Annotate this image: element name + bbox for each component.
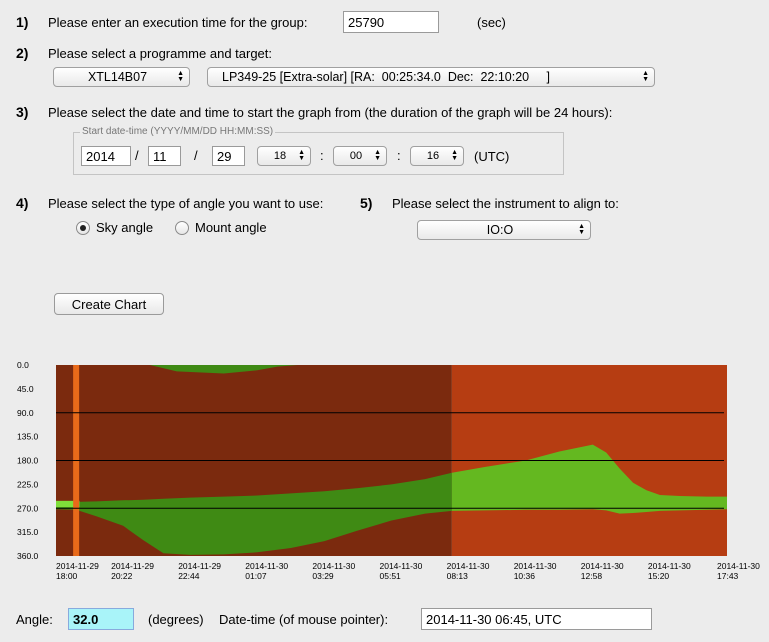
x-tick-date: 2014-11-30 — [514, 561, 557, 571]
x-tick-time: 03:29 — [312, 571, 334, 581]
second-select-value: 16 — [426, 150, 440, 162]
month-input[interactable]: 11 — [148, 146, 181, 166]
angle-chart[interactable]: 0.0 45.0 90.0 135.0 180.0 225.0 270.0 315.0 360.… — [0, 350, 769, 590]
create-chart-button[interactable]: Create Chart — [54, 293, 164, 315]
step3-number: 3) — [16, 104, 29, 120]
execution-time-input[interactable]: 25790 — [343, 11, 439, 33]
start-datetime-group — [73, 132, 564, 175]
x-tick-date: 2014-11-30 — [245, 561, 288, 571]
y-tick-label: 135.0 — [17, 432, 39, 442]
x-tick-time: 17:43 — [717, 571, 739, 581]
time-separator: : — [397, 148, 401, 163]
date-separator: / — [194, 148, 198, 163]
programme-select-value: XTL14B07 — [87, 70, 148, 84]
angle-type-label: Please select the type of angle you want… — [48, 196, 324, 211]
x-tick-date: 2014-11-30 — [447, 561, 490, 571]
sky-angle-label: Sky angle — [96, 220, 154, 235]
step1-number: 1) — [16, 14, 29, 30]
y-tick-label: 0.0 — [17, 360, 29, 370]
select-arrows-icon: ▲ ▼ — [642, 70, 649, 83]
select-arrows-icon: ▲ ▼ — [298, 149, 305, 162]
x-tick-time: 08:13 — [447, 571, 469, 581]
sky-angle-radio[interactable]: Sky angle — [76, 220, 153, 235]
date-separator: / — [135, 148, 139, 163]
main-allowed-band-day — [451, 444, 727, 514]
current-angle-highlight — [56, 500, 80, 508]
x-tick-time: 15:20 — [648, 571, 670, 581]
step4-number: 4) — [16, 195, 29, 211]
x-tick-date: 2014-11-30 — [312, 561, 355, 571]
y-tick-label: 360.0 — [17, 551, 39, 561]
mount-angle-label: Mount angle — [195, 220, 267, 235]
mouse-datetime-field[interactable]: 2014-11-30 06:45, UTC — [421, 608, 652, 630]
year-input[interactable]: 2014 — [81, 146, 131, 166]
select-arrows-icon: ▲ ▼ — [177, 70, 184, 83]
main-allowed-band-night — [56, 472, 452, 555]
timezone-label: (UTC) — [474, 149, 510, 164]
x-tick-date: 2014-11-30 — [648, 561, 691, 571]
select-arrows-icon: ▲ ▼ — [374, 149, 381, 162]
y-tick-label: 225.0 — [17, 479, 39, 489]
x-tick-date: 2014-11-29 — [178, 561, 221, 571]
select-arrows-icon: ▲ ▼ — [578, 223, 585, 236]
x-tick-time: 01:07 — [245, 571, 267, 581]
minute-select[interactable]: 00 ▲ ▼ — [333, 146, 387, 166]
x-tick-time: 12:58 — [581, 571, 603, 581]
angle-chart-svg[interactable]: 0.0 45.0 90.0 135.0 180.0 225.0 270.0 315.0 360.… — [0, 350, 769, 590]
x-tick-time: 10:36 — [514, 571, 536, 581]
top-allowed-band-night — [149, 365, 298, 374]
y-tick-label: 180.0 — [17, 456, 39, 466]
start-date-label: Please select the date and time to start… — [48, 105, 613, 120]
y-tick-label: 315.0 — [17, 527, 39, 537]
x-tick-time: 05:51 — [380, 571, 402, 581]
mount-angle-radio[interactable]: Mount angle — [175, 220, 267, 235]
instrument-select[interactable]: IO:O ▲ ▼ — [417, 220, 591, 240]
x-tick-date: 2014-11-30 — [380, 561, 423, 571]
programme-target-label: Please select a programme and target: — [48, 46, 273, 61]
hour-select[interactable]: 18 ▲ ▼ — [257, 146, 311, 166]
select-arrows-icon: ▲ ▼ — [451, 149, 458, 162]
x-tick-date: 2014-11-30 — [581, 561, 624, 571]
execution-time-unit: (sec) — [477, 15, 506, 30]
x-tick-time: 20:22 — [111, 571, 133, 581]
day-input[interactable]: 29 — [212, 146, 245, 166]
angle-label: Angle: — [16, 612, 53, 627]
x-tick-date: 2014-11-29 — [111, 561, 154, 571]
instrument-label: Please select the instrument to align to… — [392, 196, 619, 211]
mouse-datetime-label: Date-time (of mouse pointer): — [219, 612, 389, 627]
start-datetime-legend: Start date-time (YYYY/MM/DD HH:MM:SS) — [80, 126, 276, 137]
y-tick-label: 270.0 — [17, 503, 39, 513]
hour-select-value: 18 — [273, 150, 287, 162]
target-select-value: LP349-25 [Extra-solar] [RA: 00:25:34.0 D… — [222, 70, 550, 84]
x-tick-date: 2014-11-29 — [56, 561, 99, 571]
minute-select-value: 00 — [349, 150, 363, 162]
y-tick-label: 90.0 — [17, 408, 34, 418]
time-separator: : — [320, 148, 324, 163]
angle-value-field[interactable]: 32.0 — [68, 608, 134, 630]
x-tick-time: 22:44 — [178, 571, 200, 581]
instrument-select-value: IO:O — [486, 223, 514, 237]
radio-unselected-icon — [175, 220, 189, 235]
step2-number: 2) — [16, 45, 29, 61]
target-select[interactable]: LP349-25 [Extra-solar] [RA: 00:25:34.0 D… — [207, 67, 655, 87]
second-select[interactable]: 16 ▲ ▼ — [410, 146, 464, 166]
y-tick-label: 45.0 — [17, 384, 34, 394]
x-tick-time: 18:00 — [56, 571, 78, 581]
x-tick-date: 2014-11-30 — [717, 561, 760, 571]
step5-number: 5) — [360, 195, 373, 211]
programme-select[interactable]: XTL14B07 ▲ ▼ — [53, 67, 190, 87]
radio-selected-icon — [76, 220, 90, 235]
execution-time-label: Please enter an execution time for the g… — [48, 15, 308, 30]
angle-unit-label: (degrees) — [148, 612, 204, 627]
